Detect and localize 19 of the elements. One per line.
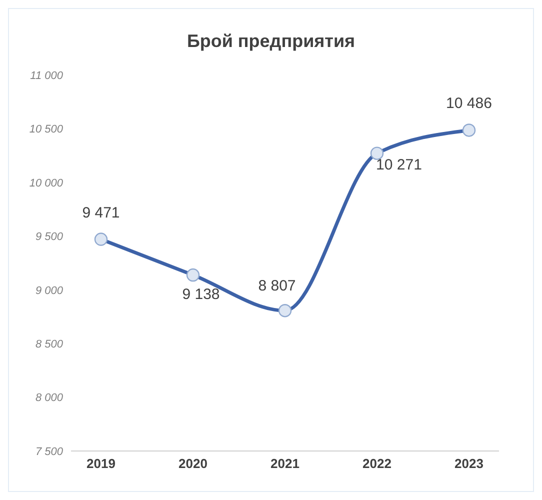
x-tick-label: 2021 — [270, 456, 300, 472]
x-tick-label: 2023 — [454, 456, 484, 472]
x-tick-label: 2019 — [86, 456, 116, 472]
data-label: 10 271 — [376, 156, 422, 174]
x-tick-label: 2020 — [178, 456, 208, 472]
y-tick-label: 10 000 — [29, 177, 64, 190]
data-label: 9 138 — [182, 286, 220, 304]
y-tick-label: 11 000 — [30, 70, 64, 82]
y-tick-label: 9 500 — [35, 231, 64, 244]
data-label: 9 471 — [82, 204, 120, 222]
y-tick-label: 9 000 — [35, 284, 64, 297]
data-label: 10 486 — [446, 95, 492, 112]
x-tick-label: 2022 — [362, 456, 392, 472]
chart-title: Брой предприятия — [186, 30, 356, 53]
y-tick-label: 8 500 — [35, 338, 64, 350]
y-tick-label: 8 000 — [35, 392, 64, 404]
y-tick-label: 7 500 — [35, 446, 64, 458]
data-label: 8 807 — [258, 278, 296, 295]
y-tick-label: 10 500 — [29, 124, 64, 136]
